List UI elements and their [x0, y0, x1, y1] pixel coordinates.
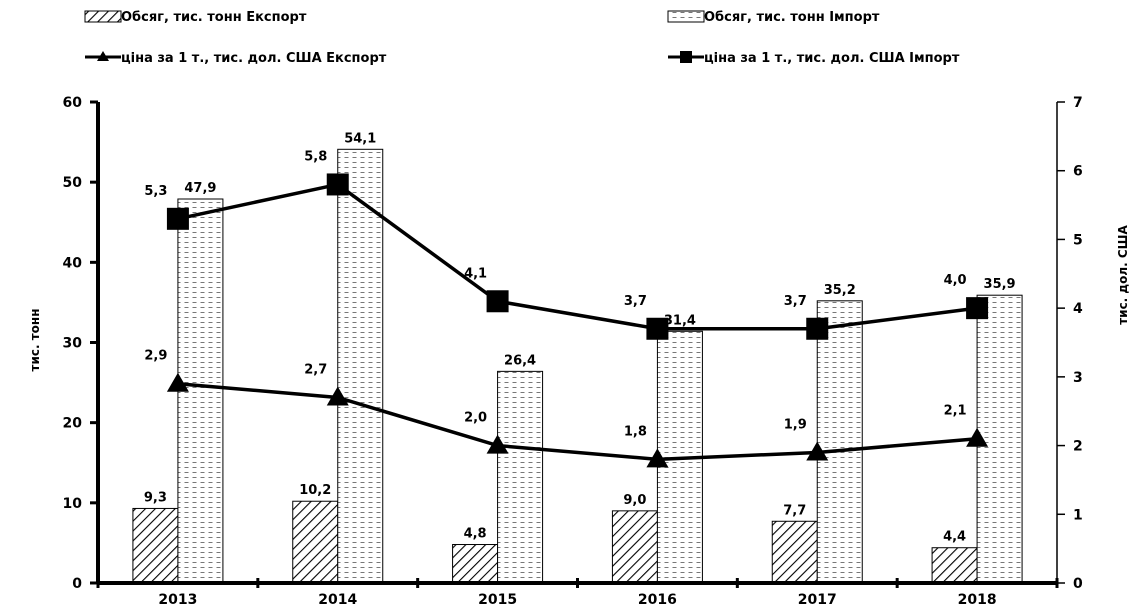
price-label-export-2014: 2,7 — [304, 362, 327, 377]
price-marker-import-2014 — [326, 173, 349, 196]
bar-label-import-2016: 31,4 — [664, 313, 696, 328]
legend-marker-import-price — [680, 51, 692, 63]
legend-label-export-volume: Обсяг, тис. тонн Експорт — [121, 10, 307, 25]
price-marker-import-2017 — [806, 317, 829, 340]
price-marker-export-2017 — [806, 441, 829, 461]
price-marker-export-2016 — [646, 448, 669, 468]
price-label-export-2013: 2,9 — [144, 349, 167, 364]
price-marker-export-2013 — [166, 372, 189, 392]
legend-marker-export-price — [97, 51, 109, 61]
y-left-tick-label-0: 0 — [72, 576, 82, 592]
bar-export-2015 — [452, 544, 499, 584]
legend-item-import-volume: Обсяг, тис. тонн Імпорт — [667, 10, 880, 25]
bar-label-export-2013: 9,3 — [144, 490, 167, 505]
legend-item-export-price: ціна за 1 т., тис. дол. США Експорт — [85, 51, 387, 66]
y-axis-right-title: тис. дол. США — [1116, 224, 1130, 324]
y-right-tick-label-7: 7 — [1073, 95, 1083, 111]
price-line-export — [177, 381, 978, 462]
y-axis-left-title: тис. тонн — [28, 309, 42, 372]
plot-area: 9,3 10,24,89,07,74,447,954,126,431,435,2 3… — [63, 95, 1083, 608]
price-line-import — [177, 182, 978, 331]
bar-export-2018 — [931, 547, 978, 584]
price-label-import-2015: 4,1 — [464, 266, 487, 281]
legend: Обсяг, тис. тонн Експорт Обсяг, тис. тон… — [84, 10, 960, 66]
bar-import-2015 — [497, 370, 544, 584]
y-right-tick-label-1: 1 — [1073, 507, 1083, 523]
bar-export-2014 — [292, 500, 339, 584]
y-left-tick-label-30: 30 — [63, 336, 83, 352]
legend-label-export-price: ціна за 1 т., тис. дол. США Експорт — [121, 51, 387, 66]
price-marker-export-2018 — [966, 427, 989, 447]
bar-import-2014 — [337, 148, 384, 584]
bar-export-2013 — [132, 507, 179, 584]
legend-label-import-volume: Обсяг, тис. тонн Імпорт — [704, 10, 880, 25]
y-right-tick-label-0: 0 — [1073, 576, 1083, 592]
x-tick-label-2013: 2013 — [158, 592, 197, 608]
price-label-export-2016: 1,8 — [624, 424, 647, 439]
price-marker-export-2014 — [326, 386, 349, 406]
price-marker-export-2015 — [486, 434, 509, 454]
price-marker-import-2015 — [486, 290, 509, 313]
y-left-tick-label-50: 50 — [63, 175, 83, 191]
bar-label-import-2017: 35,2 — [824, 283, 856, 298]
bar-label-import-2013: 47,9 — [184, 181, 216, 196]
price-label-export-2015: 2,0 — [464, 411, 487, 426]
legend-swatch-export-volume — [84, 10, 122, 23]
bar-export-2017 — [771, 520, 818, 584]
price-label-import-2017: 3,7 — [784, 294, 807, 309]
bar-import-2017 — [816, 300, 863, 584]
price-label-import-2018: 4,0 — [944, 273, 967, 288]
price-marker-import-2016 — [646, 317, 669, 340]
x-tick-label-2016: 2016 — [638, 592, 677, 608]
bar-label-export-2015: 4,8 — [464, 527, 487, 542]
bar-label-export-2016: 9,0 — [623, 493, 646, 508]
legend-swatch-import-volume — [667, 10, 705, 23]
price-label-export-2018: 2,1 — [944, 404, 967, 419]
y-right-tick-label-3: 3 — [1073, 370, 1083, 386]
legend-item-export-volume: Обсяг, тис. тонн Експорт — [84, 10, 307, 25]
y-right-tick-label-4: 4 — [1073, 301, 1083, 317]
y-right-tick-label-5: 5 — [1073, 232, 1083, 248]
price-label-import-2016: 3,7 — [624, 294, 647, 309]
bar-label-import-2015: 26,4 — [504, 353, 536, 368]
bar-label-import-2014: 54,1 — [344, 131, 376, 146]
y-left-tick-label-60: 60 — [63, 95, 83, 111]
y-right-tick-label-6: 6 — [1073, 164, 1083, 180]
price-marker-import-2013 — [166, 207, 189, 230]
legend-item-import-price: ціна за 1 т., тис. дол. США Імпорт — [668, 51, 960, 66]
price-label-import-2014: 5,8 — [304, 149, 327, 164]
price-label-export-2017: 1,9 — [784, 417, 807, 432]
price-label-import-2013: 5,3 — [144, 184, 167, 199]
bar-import-2018 — [976, 294, 1023, 584]
y-left-tick-label-10: 10 — [63, 496, 83, 512]
legend-label-import-price: ціна за 1 т., тис. дол. США Імпорт — [704, 51, 960, 66]
y-left-tick-label-40: 40 — [63, 255, 83, 271]
bar-label-export-2014: 10,2 — [299, 483, 331, 498]
x-tick-label-2014: 2014 — [318, 592, 357, 608]
x-tick-label-2018: 2018 — [958, 592, 997, 608]
y-right-tick-label-2: 2 — [1073, 439, 1083, 455]
y-left-tick-label-20: 20 — [63, 416, 83, 432]
bar-label-export-2017: 7,7 — [783, 503, 806, 518]
price-marker-import-2018 — [966, 297, 989, 320]
bar-label-import-2018: 35,9 — [984, 277, 1016, 292]
bar-label-export-2018: 4,4 — [943, 530, 966, 545]
bar-export-2016 — [611, 510, 658, 584]
x-tick-label-2015: 2015 — [478, 592, 517, 608]
x-tick-label-2017: 2017 — [798, 592, 837, 608]
